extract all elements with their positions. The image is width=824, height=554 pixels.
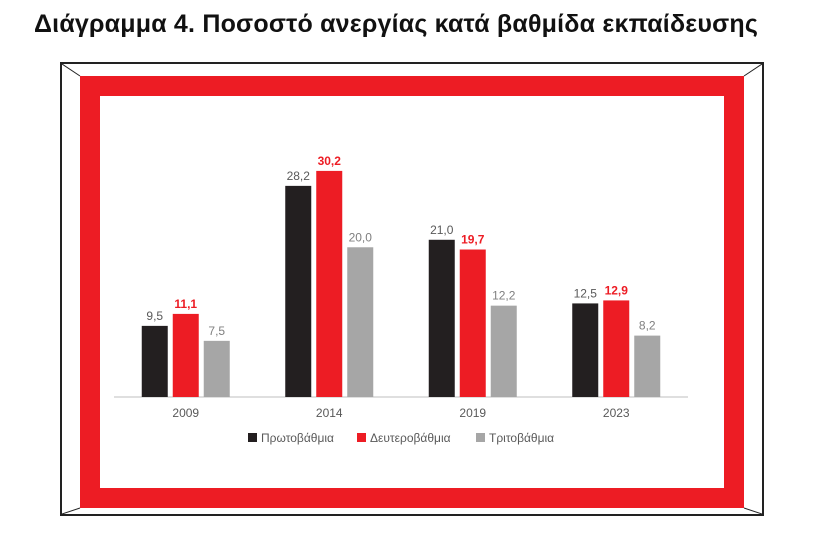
bar-2009-series-2 <box>172 313 199 397</box>
legend-label-series-2: Δευτεροβάθμια <box>370 431 451 445</box>
x-tick-label-2014: 2014 <box>316 406 343 420</box>
unemployment-bar-chart: 9,5 11,1 7,5 2009 28,2 30,2 20,0 2014 21,0 19,7 12… <box>114 154 688 445</box>
x-tick-label-2023: 2023 <box>603 406 630 420</box>
data-label-2009-series-2: 11,1 <box>174 297 197 311</box>
frame-bevel-top-left <box>62 64 81 77</box>
data-label-2023-series-2: 12,9 <box>605 283 629 297</box>
data-label-2019-series-1: 21,0 <box>430 223 454 237</box>
data-label-2019-series-3: 12,2 <box>492 289 516 303</box>
frame-decoration <box>62 64 762 514</box>
page-title: Διάγραμμα 4. Ποσοστό ανεργίας κατά βαθμί… <box>34 10 759 38</box>
frame-bevel-bottom-left <box>62 507 81 514</box>
x-tick-label-2009: 2009 <box>172 406 199 420</box>
x-tick-label-2019: 2019 <box>459 406 486 420</box>
data-label-2014-series-3: 20,0 <box>349 230 373 244</box>
bar-2023-series-3 <box>634 335 661 397</box>
bar-2009-series-1 <box>141 325 168 397</box>
bar-2009-series-3 <box>203 340 230 397</box>
frame-bevel-top-right <box>743 64 762 77</box>
legend-swatch-series-2 <box>357 433 366 442</box>
bar-2014-series-2 <box>316 170 343 397</box>
bar-2023-series-2 <box>603 300 630 397</box>
data-label-2014-series-1: 28,2 <box>287 169 311 183</box>
picture-frame: 9,5 11,1 7,5 2009 28,2 30,2 20,0 2014 21,0 19,7 12… <box>60 62 764 516</box>
legend-swatch-series-1 <box>248 433 257 442</box>
legend-label-series-3: Τριτοβάθμια <box>489 431 554 445</box>
bar-2014-series-3 <box>347 247 374 397</box>
data-label-2009-series-1: 9,5 <box>146 309 163 323</box>
legend-label-series-1: Πρωτοβάθμια <box>261 431 334 445</box>
frame-bevel-bottom-right <box>743 507 762 514</box>
legend-swatch-series-3 <box>476 433 485 442</box>
bar-2023-series-1 <box>572 303 599 397</box>
bar-2019-series-1 <box>428 239 455 397</box>
data-label-2019-series-2: 19,7 <box>461 233 485 247</box>
frame-red-border <box>80 76 744 508</box>
data-label-2023-series-1: 12,5 <box>574 286 598 300</box>
data-label-2009-series-3: 7,5 <box>208 324 225 338</box>
bar-2019-series-2 <box>459 249 486 397</box>
data-label-2014-series-2: 30,2 <box>318 154 342 168</box>
bar-2019-series-3 <box>490 305 517 397</box>
data-label-2023-series-3: 8,2 <box>639 319 656 333</box>
bar-2014-series-1 <box>285 185 312 397</box>
